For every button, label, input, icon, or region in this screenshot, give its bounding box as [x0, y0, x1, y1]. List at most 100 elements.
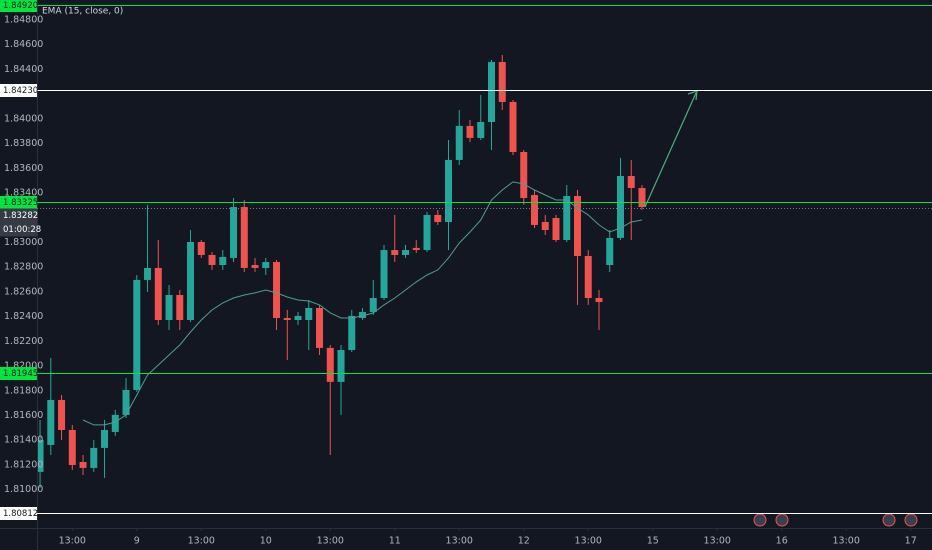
x-tick-label: 13:00 — [833, 536, 860, 547]
candle-body — [412, 247, 420, 251]
candle-body — [58, 399, 66, 430]
candle-body — [90, 447, 98, 468]
candle-body — [541, 221, 549, 231]
candle-body — [68, 429, 76, 465]
y-tick-label: 1.83600 — [4, 163, 43, 174]
candle-body — [530, 195, 538, 225]
candle-body — [283, 318, 291, 320]
candle-body — [36, 440, 44, 472]
candle-body — [219, 256, 227, 265]
x-tick-label: 12 — [518, 536, 530, 547]
level-label: 1.80812 — [3, 509, 38, 519]
x-tick-label: 13:00 — [704, 536, 731, 547]
event-icon — [753, 513, 767, 527]
candle-body — [584, 255, 592, 298]
candle-body — [423, 214, 431, 251]
candle-body — [133, 279, 141, 390]
x-tick-label: 16 — [776, 536, 788, 547]
candle-body — [154, 267, 162, 320]
y-tick-label: 1.82400 — [4, 311, 43, 322]
y-tick-label: 1.84000 — [4, 113, 43, 124]
candle-body — [176, 295, 184, 320]
candle-body — [498, 62, 506, 102]
candle-body — [197, 242, 205, 255]
ema-line — [82, 181, 643, 426]
candle-body — [380, 250, 388, 298]
y-tick-label: 1.81800 — [4, 385, 43, 396]
y-tick-label: 1.84600 — [4, 39, 43, 50]
candle-body — [294, 315, 302, 320]
candle-body — [144, 267, 152, 280]
candle-body — [616, 176, 624, 238]
candle-body — [595, 297, 603, 302]
candle-body — [434, 214, 442, 222]
level-label: 1.81945 — [3, 369, 38, 379]
candle-body — [402, 250, 410, 255]
x-tick-label: 15 — [647, 536, 659, 547]
candle-body — [47, 399, 55, 445]
candle-body — [445, 159, 453, 222]
candle-body — [208, 254, 216, 265]
candle-body — [326, 347, 334, 382]
candle-body — [627, 176, 635, 188]
candle-body — [520, 152, 528, 198]
candle-body — [101, 429, 109, 448]
x-tick-label: 11 — [389, 536, 401, 547]
candle-body — [606, 237, 614, 265]
candle-body — [273, 262, 281, 319]
candle-body — [348, 315, 356, 351]
event-icon — [775, 513, 789, 527]
candle-body — [187, 242, 195, 320]
x-tick-label: 9 — [134, 536, 140, 547]
candle-body — [359, 311, 367, 319]
level-label: 1.84230 — [3, 86, 38, 96]
candle-body — [563, 196, 571, 241]
level-label-box — [0, 0, 37, 12]
candle-body — [230, 207, 238, 258]
candle-body — [488, 62, 496, 122]
event-icons — [753, 513, 918, 527]
y-tick-label: 1.83800 — [4, 138, 43, 149]
level-label-box — [0, 367, 37, 380]
x-tick-label: 13:00 — [59, 536, 86, 547]
y-tick-label: 1.84800 — [4, 15, 43, 26]
candle-body — [391, 250, 399, 255]
candle-body — [337, 350, 345, 382]
indicator-label: EMA (15, close, 0) — [42, 7, 123, 17]
y-tick-label: 1.81600 — [4, 410, 43, 421]
y-tick-label: 1.83000 — [4, 237, 43, 248]
countdown: 01:00:28 — [3, 225, 41, 235]
candle-body — [455, 125, 463, 160]
candle-body — [240, 207, 248, 268]
y-tick-label: 1.82600 — [4, 286, 43, 297]
y-tick-label: 1.82200 — [4, 336, 43, 347]
level-label: 1.84920 — [3, 1, 38, 11]
candle-body — [316, 308, 324, 348]
candle-body — [552, 218, 560, 241]
projection-arrow — [644, 92, 697, 208]
last-price-label: 1.83282 — [3, 211, 38, 221]
level-label-box — [0, 84, 37, 97]
candle-body — [573, 196, 581, 256]
y-tick-label: 1.82000 — [4, 361, 43, 372]
candle-body — [79, 462, 87, 468]
candle-body — [111, 414, 119, 432]
last-price-box — [0, 208, 37, 237]
y-tick-label: 1.84400 — [4, 64, 43, 75]
candle-body — [165, 295, 173, 320]
candle-body — [122, 389, 130, 415]
x-tick-label: 13:00 — [317, 536, 344, 547]
plot-area — [36, 55, 646, 488]
candle-body — [477, 121, 485, 138]
level-label-box — [0, 196, 37, 209]
x-tick-label: 17 — [905, 536, 917, 547]
y-tick-label: 1.81000 — [4, 484, 43, 495]
candle-body — [305, 308, 313, 320]
level-label: 1.83325 — [3, 198, 38, 208]
y-tick-label: 1.81200 — [4, 459, 43, 470]
y-tick-label: 1.81400 — [4, 435, 43, 446]
y-tick-label: 1.82800 — [4, 262, 43, 273]
candle-body — [509, 101, 517, 153]
